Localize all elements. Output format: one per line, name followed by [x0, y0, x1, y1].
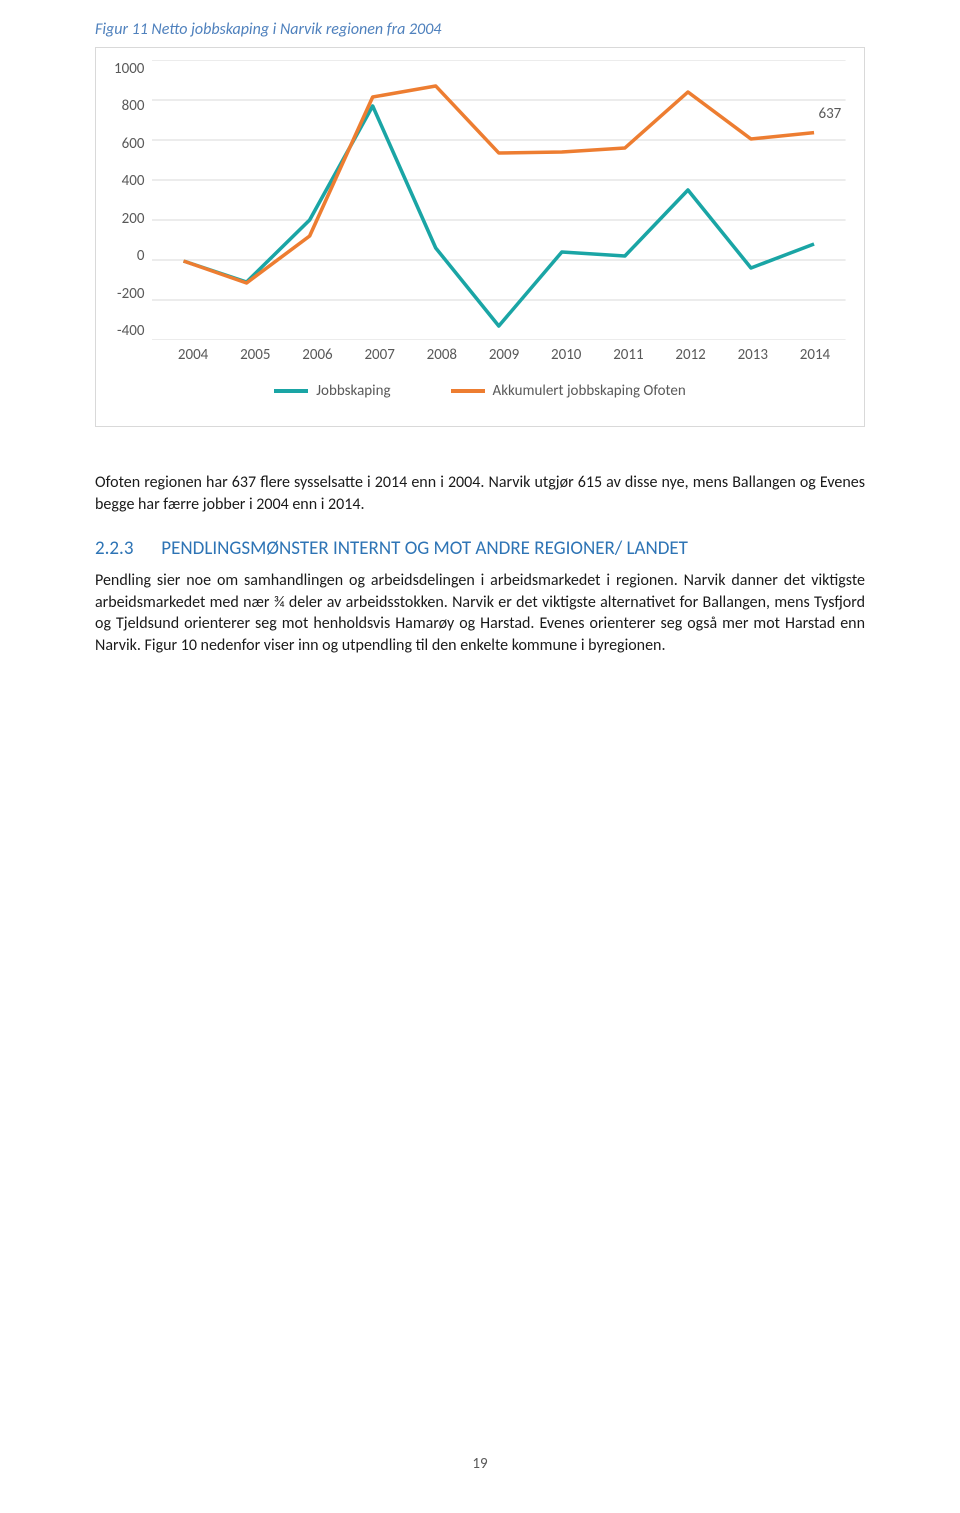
section-number: 2.2.3 [95, 537, 157, 560]
y-tick-label: 600 [122, 135, 145, 153]
chart-annotation: 637 [818, 105, 841, 123]
x-tick-label: 2006 [286, 346, 348, 364]
section-title: PENDLINGSMØNSTER INTERNT OG MOT ANDRE RE… [161, 537, 688, 560]
legend-label: Jobbskaping [316, 382, 390, 400]
y-tick-label: 200 [122, 210, 145, 228]
x-tick-label: 2008 [411, 346, 473, 364]
y-tick-label: -400 [117, 322, 144, 340]
x-tick-label: 2009 [473, 346, 535, 364]
chart-svg [152, 60, 846, 340]
x-tick-label: 2012 [660, 346, 722, 364]
legend-swatch [451, 389, 485, 393]
section-heading: 2.2.3 PENDLINGSMØNSTER INTERNT OG MOT AN… [95, 537, 865, 560]
legend-label: Akkumulert jobbskaping Ofoten [493, 382, 686, 400]
x-tick-label: 2011 [597, 346, 659, 364]
figure-title: Figur 11 Netto jobbskaping i Narvik regi… [95, 20, 865, 39]
series-line [184, 106, 815, 326]
page-number: 19 [0, 1455, 960, 1473]
chart-container: 10008006004002000-200-400 637 2004200520… [95, 47, 865, 427]
x-tick-label: 2007 [349, 346, 411, 364]
y-tick-label: 800 [122, 97, 145, 115]
x-tick-label: 2004 [162, 346, 224, 364]
y-axis: 1000 800 600 400 200 0 -200 -400 [114, 60, 152, 340]
paragraph-intro: Ofoten regionen har 637 flere sysselsatt… [95, 472, 865, 515]
y-tick-label: 1000 [114, 60, 144, 78]
x-axis: 2004200520062007200820092010201120122013… [162, 346, 846, 364]
y-tick-label: -200 [117, 285, 144, 303]
legend-item: Jobbskaping [274, 382, 390, 400]
y-tick-label: 0 [137, 247, 145, 265]
x-tick-label: 2005 [224, 346, 286, 364]
paragraph-body: Pendling sier noe om samhandlingen og ar… [95, 570, 865, 656]
legend-swatch [274, 389, 308, 393]
plot-wrap: 1000 800 600 400 200 0 -200 -400 637 [114, 60, 846, 340]
y-tick-label: 400 [122, 172, 145, 190]
x-tick-label: 2014 [784, 346, 846, 364]
legend-item: Akkumulert jobbskaping Ofoten [451, 382, 686, 400]
x-tick-label: 2010 [535, 346, 597, 364]
chart-legend: Jobbskaping Akkumulert jobbskaping Ofoten [114, 382, 846, 400]
plot-area: 637 [152, 60, 846, 340]
x-tick-label: 2013 [722, 346, 784, 364]
